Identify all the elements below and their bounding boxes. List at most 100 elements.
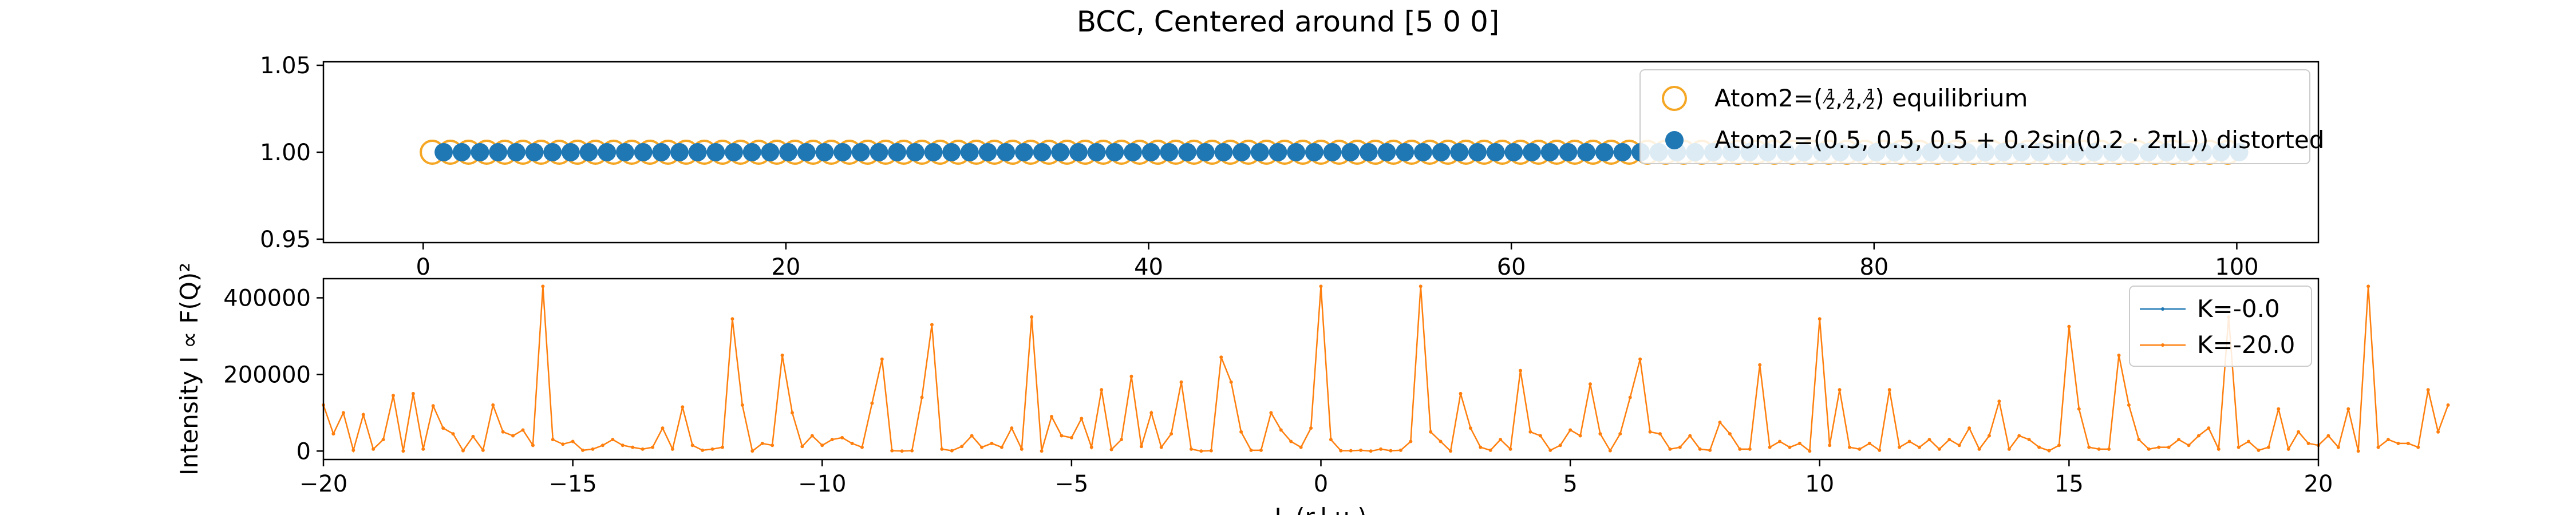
distorted-atom-point: [924, 143, 943, 161]
top-y-tick-label: 1.05: [260, 53, 311, 79]
intensity-data-point: [2127, 403, 2131, 407]
intensity-data-point: [2047, 449, 2051, 453]
intensity-series-line: [322, 286, 2449, 453]
distorted-atom-point: [1523, 143, 1541, 161]
intensity-data-point: [571, 439, 575, 443]
top-x-tick-label: 40: [1134, 254, 1163, 280]
distorted-atom-point: [761, 143, 780, 161]
intensity-data-point: [1867, 441, 1871, 445]
bottom-x-tick-label: 15: [2055, 471, 2084, 497]
intensity-data-point: [2157, 445, 2161, 449]
distorted-atom-point: [1595, 143, 1614, 161]
distorted-atom-point: [688, 143, 707, 161]
distorted-atom-point: [634, 143, 653, 161]
intensity-data-point: [750, 449, 754, 453]
distorted-atom-point: [1468, 143, 1487, 161]
intensity-data-point: [491, 403, 495, 407]
intensity-data-point: [701, 448, 705, 452]
intensity-data-point: [1488, 448, 1492, 452]
intensity-data-point: [1129, 374, 1133, 378]
intensity-data-point: [1040, 449, 1044, 453]
intensity-data-point: [1499, 438, 1503, 442]
intensity-data-point: [1459, 391, 1463, 395]
intensity-data-point: [2277, 407, 2281, 411]
intensity-data-point: [1329, 438, 1333, 442]
intensity-data-point: [1967, 426, 1971, 430]
intensity-data-point: [1728, 432, 1732, 436]
bottom-tick-layer: −20 −15 −10 −5 0 5 10 15 20 0 200000 400000: [223, 285, 2333, 497]
intensity-data-point: [1289, 439, 1293, 443]
distorted-atom-point: [815, 143, 834, 161]
intensity-data-point: [2356, 449, 2360, 453]
intensity-data-point: [820, 443, 824, 447]
intensity-data-point: [2097, 447, 2101, 451]
intensity-data-point: [1419, 284, 1423, 288]
intensity-data-point: [1808, 449, 1812, 453]
intensity-data-point: [1409, 439, 1413, 443]
intensity-data-point: [2057, 443, 2061, 447]
intensity-data-point: [2386, 438, 2390, 442]
bottom-legend-frame: [2129, 286, 2312, 367]
distorted-atom-point: [1124, 143, 1142, 161]
intensity-data-point: [1100, 388, 1104, 392]
intensity-data-point: [1698, 447, 1702, 451]
distorted-atom-point: [1559, 143, 1578, 161]
intensity-data-point: [1319, 284, 1323, 288]
intensity-data-point: [1588, 382, 1592, 386]
intensity-line-layer: [322, 284, 2450, 453]
top-x-tick-label: 60: [1497, 254, 1526, 280]
intensity-data-point: [1109, 447, 1113, 451]
intensity-data-point: [1519, 369, 1522, 373]
intensity-data-point: [771, 443, 775, 447]
bottom-legend: K=-0.0 K=-20.0: [2129, 286, 2312, 367]
intensity-data-point: [2167, 445, 2171, 449]
distorted-atom-point: [525, 143, 544, 161]
distorted-atom-point: [561, 143, 580, 161]
distorted-atom-point: [1540, 143, 1559, 161]
intensity-data-point: [860, 445, 864, 449]
intensity-data-point: [1748, 447, 1752, 451]
distorted-atom-point: [942, 143, 961, 161]
distorted-atom-point: [706, 143, 725, 161]
bottom-x-tick-label: −15: [548, 471, 596, 497]
intensity-data-point: [2087, 445, 2091, 449]
intensity-data-point: [999, 445, 1003, 449]
intensity-data-point: [631, 445, 635, 449]
intensity-data-point: [1568, 428, 1573, 432]
intensity-data-point: [721, 445, 724, 449]
intensity-data-point: [890, 449, 894, 453]
distorted-atom-point: [434, 143, 453, 161]
intensity-data-point: [2077, 407, 2081, 411]
intensity-data-point: [2406, 441, 2410, 445]
intensity-data-point: [2326, 434, 2330, 438]
intensity-data-point: [2297, 430, 2301, 434]
intensity-data-point: [2257, 448, 2261, 452]
intensity-data-point: [2266, 445, 2270, 449]
distorted-atom-point: [1160, 143, 1179, 161]
intensity-data-point: [2196, 434, 2200, 438]
legend-label-k20: K=-20.0: [2197, 331, 2295, 359]
intensity-data-point: [760, 441, 764, 445]
intensity-data-point: [1030, 315, 1034, 319]
intensity-data-point: [710, 447, 714, 451]
bottom-y-tick-label: 400000: [223, 285, 311, 311]
intensity-data-point: [740, 403, 744, 407]
intensity-data-point: [830, 438, 834, 442]
intensity-data-point: [1658, 432, 1662, 436]
top-x-tick-label: 0: [416, 254, 430, 280]
intensity-data-point: [670, 447, 674, 451]
intensity-data-point: [621, 443, 625, 447]
intensity-data-point: [1149, 411, 1153, 415]
intensity-data-point: [1828, 443, 1832, 447]
y-axis-label: Intensity I ∝ F(Q)²: [175, 263, 203, 476]
intensity-data-point: [1159, 445, 1163, 449]
intensity-data-point: [1818, 317, 1822, 321]
intensity-data-point: [2007, 447, 2011, 451]
intensity-data-point: [1429, 430, 1433, 434]
intensity-data-point: [611, 438, 615, 442]
intensity-data-point: [441, 426, 445, 430]
intensity-data-point: [1269, 411, 1273, 415]
intensity-data-point: [1898, 445, 1902, 449]
distorted-atom-point: [1504, 143, 1523, 161]
intensity-data-point: [331, 432, 335, 436]
